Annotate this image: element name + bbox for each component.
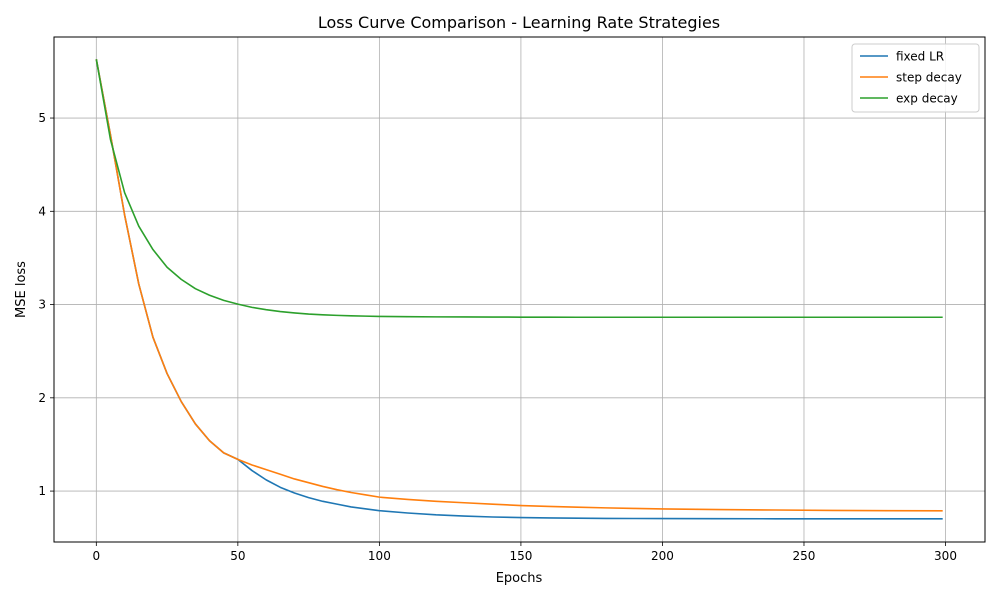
legend: fixed LR step decay exp decay [851, 43, 980, 113]
x-tick-label: 150 [509, 549, 532, 563]
x-tick-label: 300 [934, 549, 957, 563]
x-tick-label: 100 [368, 549, 391, 563]
grid [54, 37, 985, 542]
legend-label: step decay [896, 71, 962, 85]
x-tick-label: 200 [651, 549, 674, 563]
y-tick-label: 3 [38, 298, 46, 312]
legend-box [851, 43, 980, 113]
series-lines [95, 59, 943, 520]
y-tick-label: 5 [38, 111, 46, 125]
series-line-exp-decay [95, 59, 943, 319]
legend-label: exp decay [896, 92, 958, 106]
x-tick-label: 50 [230, 549, 245, 563]
axis-ticks: 0 50 100 150 200 250 300 1 2 3 4 5 [38, 111, 957, 563]
y-tick-label: 1 [38, 484, 46, 498]
series-line-step-decay [95, 59, 943, 512]
chart-title: Loss Curve Comparison - Learning Rate St… [318, 13, 720, 32]
y-tick-label: 4 [38, 204, 46, 218]
x-tick-label: 0 [92, 549, 100, 563]
x-tick-label: 250 [793, 549, 816, 563]
y-tick-label: 2 [38, 391, 46, 405]
x-axis-label: Epochs [496, 571, 543, 586]
legend-label: fixed LR [896, 50, 944, 64]
y-axis-label: MSE loss [14, 261, 29, 318]
plot-frame [53, 36, 986, 543]
